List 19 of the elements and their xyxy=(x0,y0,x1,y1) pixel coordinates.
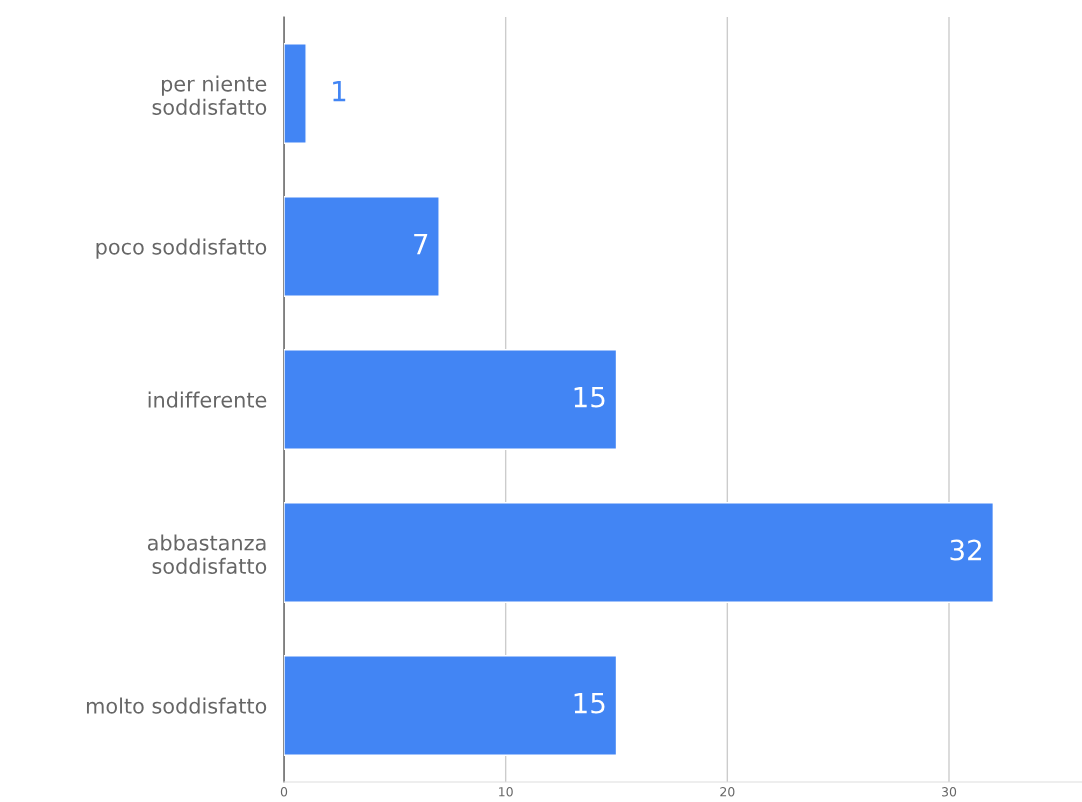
y-tick-label: molto soddisfatto xyxy=(86,697,267,714)
data-label: 15 xyxy=(574,386,605,408)
y-tick-label: poco soddisfatto xyxy=(96,238,267,259)
bar xyxy=(284,43,307,144)
y-tick-label: indifferente xyxy=(148,391,267,408)
x-tick-label: 20 xyxy=(720,787,735,797)
data-label: 7 xyxy=(414,233,428,255)
bar xyxy=(284,502,995,603)
y-tick-label: per niente soddisfatto xyxy=(152,75,267,115)
bar xyxy=(284,196,440,297)
x-tick-label: 10 xyxy=(499,787,513,797)
data-label: 1 xyxy=(333,80,346,102)
bar xyxy=(284,655,618,756)
x-tick-label: 0 xyxy=(280,787,288,797)
data-label: 15 xyxy=(574,692,605,714)
data-label: 32 xyxy=(950,539,981,561)
bar xyxy=(284,349,618,450)
x-tick-label: 30 xyxy=(942,787,957,797)
y-tick-label: abbastanza soddisfatto xyxy=(147,534,267,574)
